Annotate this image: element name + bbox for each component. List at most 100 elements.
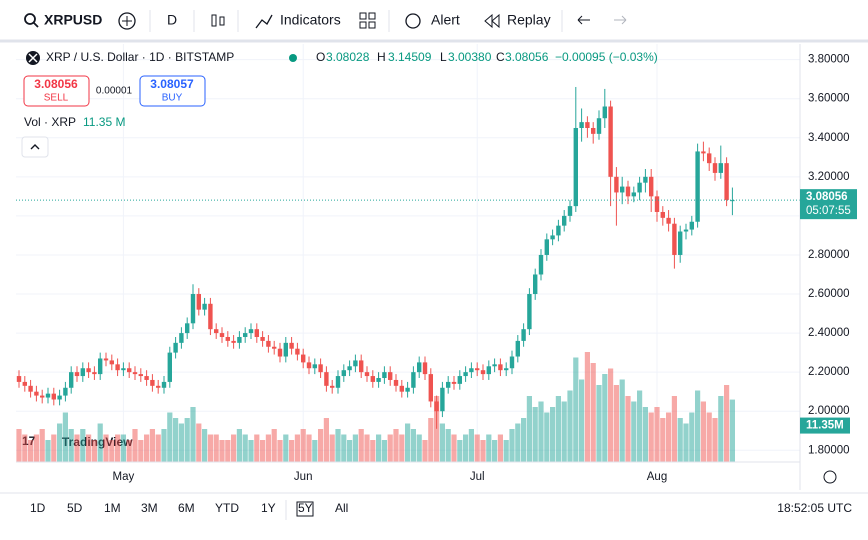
volume-bar	[74, 434, 80, 462]
volume-bar	[729, 399, 735, 462]
volume-bar	[254, 434, 260, 462]
volume-bar	[202, 429, 208, 462]
volume-bar	[451, 434, 457, 462]
candle-body	[283, 342, 288, 357]
candle-body	[225, 336, 230, 341]
volume-bar	[602, 374, 608, 462]
volume-label-box	[800, 417, 850, 434]
candle-body	[544, 239, 549, 255]
candle-body	[353, 360, 358, 367]
h-label: H	[377, 50, 386, 64]
candle-body	[185, 323, 190, 334]
candle-body	[109, 360, 114, 365]
c-value: 3.08056	[505, 50, 549, 64]
volume-bar	[613, 385, 619, 462]
candle-body	[150, 379, 155, 386]
range-button[interactable]: 3M	[141, 501, 158, 515]
alert-button[interactable]: Alert	[431, 12, 460, 28]
range-button[interactable]: 6M	[178, 501, 195, 515]
candle-body	[127, 368, 132, 373]
sell-price: 3.08056	[34, 77, 78, 91]
volume-bar	[358, 429, 364, 462]
range-button[interactable]: 1M	[104, 501, 121, 515]
volume-bar	[289, 440, 295, 462]
volume-bar	[399, 434, 405, 462]
volume-bar	[416, 434, 422, 462]
range-button[interactable]: 5Y	[298, 501, 313, 515]
candle-body	[730, 200, 735, 202]
volume-bar	[97, 423, 103, 462]
candle-body	[335, 376, 341, 388]
volume-bar	[468, 429, 474, 462]
volume-bar	[631, 401, 637, 462]
candle-body	[596, 118, 602, 134]
volume-bar	[33, 434, 39, 462]
sell-label: SELL	[44, 93, 69, 104]
candle-body	[573, 127, 578, 207]
volume-bar	[207, 434, 213, 462]
volume-bar	[677, 418, 683, 462]
candle-body	[631, 192, 636, 197]
c-label: C	[496, 50, 505, 64]
add-icon[interactable]	[118, 12, 136, 30]
volume-bar	[666, 412, 672, 462]
candle-body	[364, 372, 370, 377]
volume-bar	[573, 357, 579, 462]
volume-bar	[492, 440, 498, 462]
volume-bar	[596, 385, 602, 462]
indicators-button[interactable]: Indicators	[280, 12, 341, 28]
interval[interactable]: D	[167, 12, 177, 28]
volume-bar	[144, 434, 150, 462]
volume-bar	[584, 352, 590, 462]
volume-bar	[660, 418, 666, 462]
candle-body	[446, 381, 451, 388]
candle-body	[689, 221, 694, 230]
candle-body	[660, 211, 665, 218]
range-button[interactable]: 5D	[67, 501, 83, 515]
volume-bar	[428, 418, 434, 462]
sell-button[interactable]	[23, 75, 90, 107]
buy-button[interactable]	[139, 75, 206, 107]
symbol[interactable]: XRPUSD	[44, 12, 102, 28]
volume-bar	[219, 440, 225, 462]
candle-body	[556, 225, 561, 236]
volume-bar	[590, 363, 596, 462]
range-button[interactable]: 1Y	[261, 501, 276, 515]
volume-bar	[109, 440, 115, 462]
range-button[interactable]: YTD	[215, 501, 239, 515]
candle-body	[643, 176, 648, 183]
candle-body	[707, 153, 712, 164]
volume-bar	[434, 396, 440, 462]
candle-body	[318, 364, 323, 373]
candle-body	[156, 385, 161, 388]
volume-bar	[619, 379, 625, 462]
replay-button[interactable]: Replay	[507, 12, 551, 28]
candle-body	[370, 376, 375, 382]
candle-body	[515, 340, 520, 357]
candle-body	[219, 333, 225, 337]
vol-title: Vol · XRP	[24, 115, 76, 129]
collapse-button[interactable]	[21, 136, 49, 158]
range-button[interactable]: 1D	[30, 501, 46, 515]
settings-icon[interactable]	[823, 470, 837, 484]
candle-body	[405, 387, 410, 392]
candle-body	[562, 215, 567, 226]
candle-body	[266, 340, 271, 347]
candle-body	[324, 372, 329, 386]
range-button[interactable]: All	[335, 501, 348, 515]
volume-bar	[132, 429, 138, 462]
candle-body	[80, 368, 85, 377]
candle-body	[190, 294, 196, 324]
candle-body	[115, 364, 120, 371]
volume-bar	[68, 429, 74, 462]
volume-bar	[376, 434, 382, 462]
bottom-bar: 18:52:05 UTC 1D 5D 1M 3M 6M YTD 1Y 5Y All	[30, 500, 852, 520]
candle-body	[417, 362, 422, 373]
candle-body	[277, 348, 283, 357]
x-tick-label: Jun	[294, 471, 313, 483]
candle-body	[591, 127, 596, 134]
candle-body	[683, 229, 689, 232]
volume-bar	[486, 434, 492, 462]
volume-label: 11.35M	[806, 420, 844, 432]
date-range-icon[interactable]	[296, 501, 314, 517]
